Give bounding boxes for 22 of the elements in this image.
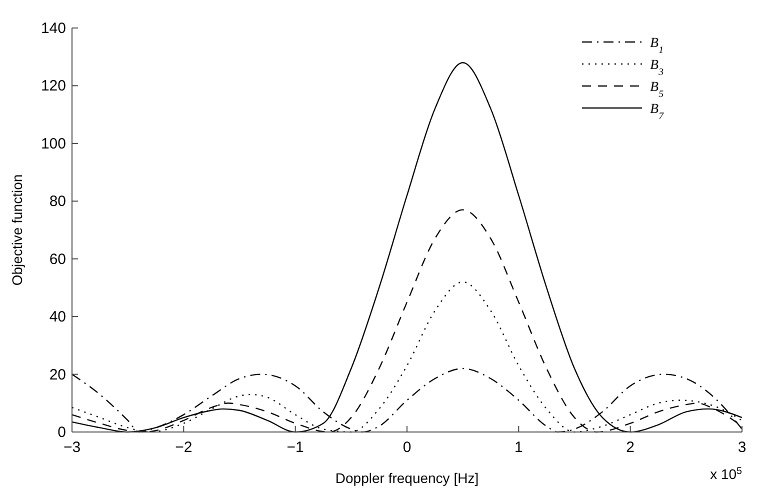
text: x 10$^{5}$ (710, 466, 743, 482)
y-tick-label: 60 (49, 250, 66, 268)
x-axis-title: Doppler frequency [Hz] (335, 470, 479, 486)
y-tick-label: 120 (40, 78, 66, 95)
x-tick-label: −3 (63, 439, 81, 456)
legend-label: B$_{1}$ (650, 36, 664, 56)
y-tick-label: 100 (40, 135, 66, 152)
x-tick-label: 1 (514, 439, 523, 456)
y-tick-label: 0 (58, 424, 66, 441)
y-tick-label: 20 (49, 366, 66, 384)
x-tick-label: −1 (286, 439, 304, 456)
x-tick-label: −2 (175, 439, 192, 456)
x-tick-label: 0 (402, 439, 412, 456)
legend-label: B$_{7}$ (650, 102, 665, 122)
y-tick-label: 80 (49, 193, 66, 210)
y-axis-title: Objective function (9, 174, 25, 286)
y-tick-label: 140 (40, 20, 66, 37)
legend-label: B$_{5}$ (650, 80, 664, 100)
y-tick-label: 40 (49, 308, 66, 326)
x-tick-label: 3 (738, 439, 746, 456)
x-tick-label: 2 (626, 439, 635, 456)
legend-label: B$_{3}$ (650, 58, 664, 78)
